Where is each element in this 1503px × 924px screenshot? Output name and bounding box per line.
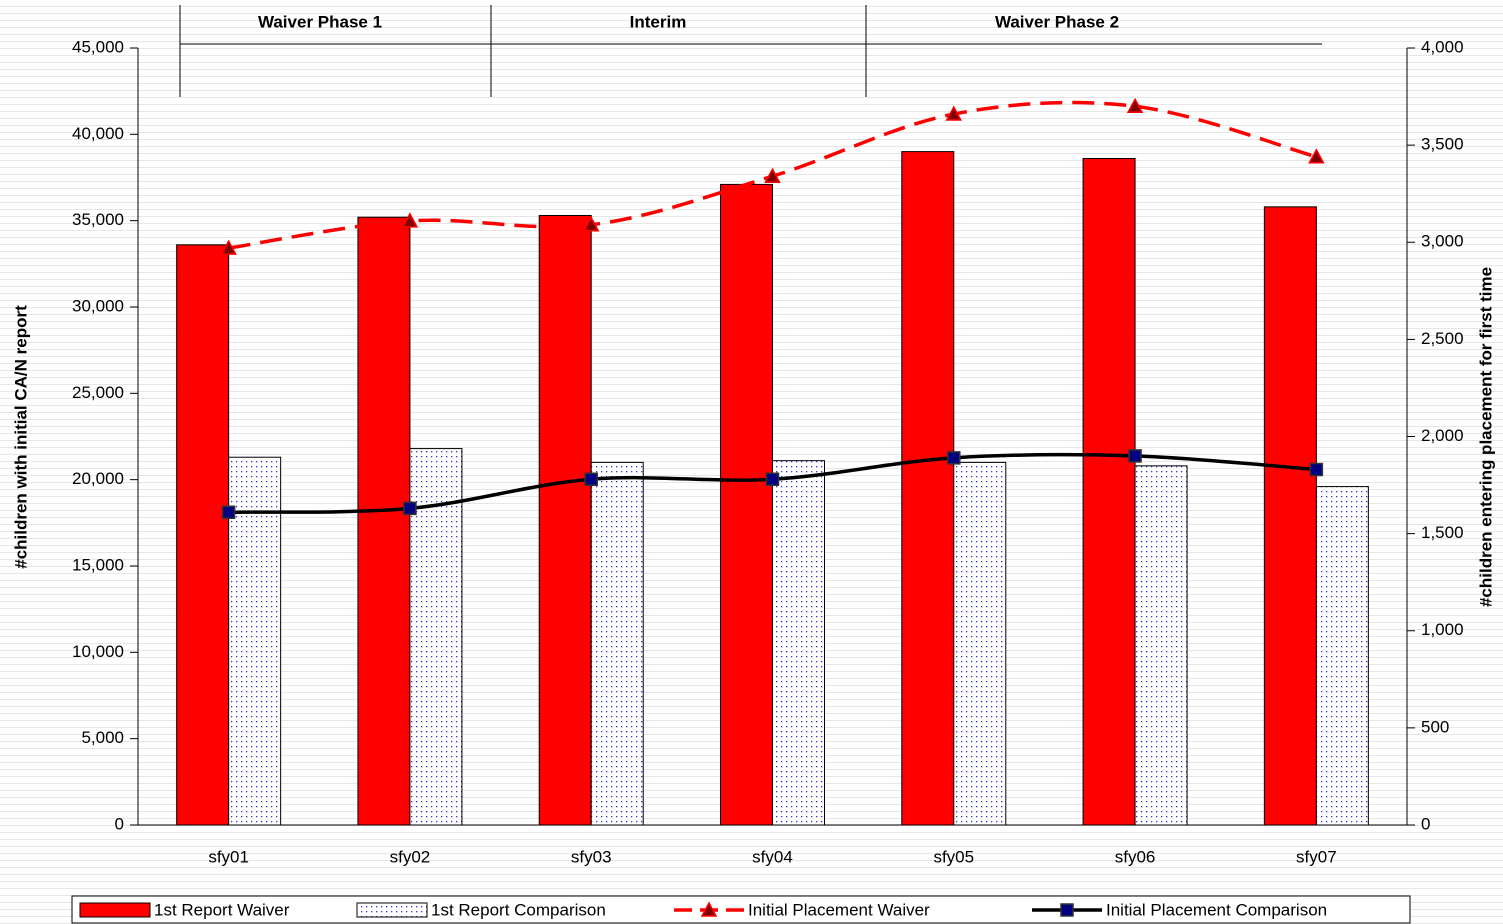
- legend-label: Initial Placement Waiver: [748, 900, 930, 919]
- bar: [953, 461, 1007, 826]
- x-tick-label: sfy04: [752, 847, 793, 866]
- bar: [772, 460, 825, 826]
- y2-tick-label: 2,500: [1421, 329, 1464, 348]
- y-tick-label: 15,000: [72, 555, 124, 574]
- bar: [1315, 486, 1369, 826]
- phase-label: Waiver Phase 1: [258, 12, 382, 31]
- y-tick-label: 40,000: [72, 124, 124, 143]
- legend-label: Initial Placement Comparison: [1106, 900, 1327, 919]
- y-tick-label: 35,000: [72, 210, 124, 229]
- y-tick-label: 20,000: [72, 469, 124, 488]
- bar: [720, 183, 773, 826]
- y-tick-label: 45,000: [72, 37, 124, 56]
- phase-label: Waiver Phase 2: [995, 12, 1119, 31]
- marker: [584, 472, 598, 486]
- marker: [945, 105, 963, 121]
- legend: 1st Report Waiver 1st Report Comparison In…: [71, 895, 1411, 924]
- x-tick-label: sfy06: [1115, 847, 1156, 866]
- bar: [1263, 206, 1317, 826]
- y-tick-label: 30,000: [72, 296, 124, 315]
- y2-tick-label: 500: [1421, 717, 1449, 736]
- marker: [1309, 462, 1324, 477]
- x-tick-label: sfy03: [571, 847, 612, 866]
- y2-tick-label: 0: [1421, 814, 1430, 833]
- y-tick-label: 0: [115, 814, 124, 833]
- bar: [357, 216, 411, 826]
- y2-tick-label: 1,000: [1421, 620, 1464, 639]
- phase-label: Interim: [630, 12, 687, 31]
- marker: [764, 167, 781, 183]
- y-axis-title: #children with initial CA/N report: [11, 305, 30, 569]
- y-tick-label: 25,000: [72, 383, 124, 402]
- marker: [1060, 903, 1074, 917]
- bar: [901, 151, 955, 826]
- y-tick-label: 10,000: [72, 642, 124, 661]
- marker: [221, 505, 236, 520]
- bar: [1134, 465, 1188, 826]
- x-tick-label: sfy05: [933, 847, 974, 866]
- bar: [538, 214, 592, 826]
- marker: [582, 216, 600, 232]
- bar: [176, 244, 230, 826]
- marker: [401, 212, 419, 228]
- legend-swatch: [79, 902, 151, 918]
- y2-tick-label: 1,500: [1421, 523, 1464, 542]
- x-tick-label: sfy01: [208, 847, 249, 866]
- bar: [228, 456, 282, 826]
- y2-tick-label: 4,000: [1421, 37, 1464, 56]
- legend-label: 1st Report Waiver: [154, 900, 290, 919]
- marker: [700, 901, 718, 917]
- marker: [947, 451, 961, 465]
- y2-tick-label: 2,000: [1421, 426, 1464, 445]
- y2-axis-title: #children entering placement for first t…: [1476, 267, 1495, 607]
- y2-tick-label: 3,500: [1421, 135, 1464, 154]
- marker: [1308, 148, 1325, 164]
- bar: [409, 448, 463, 826]
- x-tick-label: sfy02: [390, 847, 431, 866]
- marker: [765, 472, 780, 486]
- legend-label: 1st Report Comparison: [431, 900, 606, 919]
- marker: [403, 501, 417, 516]
- x-tick-label: sfy07: [1296, 847, 1337, 866]
- legend-swatch: [356, 902, 428, 918]
- marker: [1126, 97, 1144, 114]
- marker: [220, 239, 237, 255]
- y-tick-label: 5,000: [81, 728, 124, 747]
- phase-header: Waiver Phase 1 Interim Waiver Phase 2: [179, 5, 1322, 97]
- bar: [1082, 158, 1136, 826]
- y2-tick-label: 3,000: [1421, 232, 1464, 251]
- marker: [1128, 449, 1142, 463]
- bar: [590, 461, 644, 826]
